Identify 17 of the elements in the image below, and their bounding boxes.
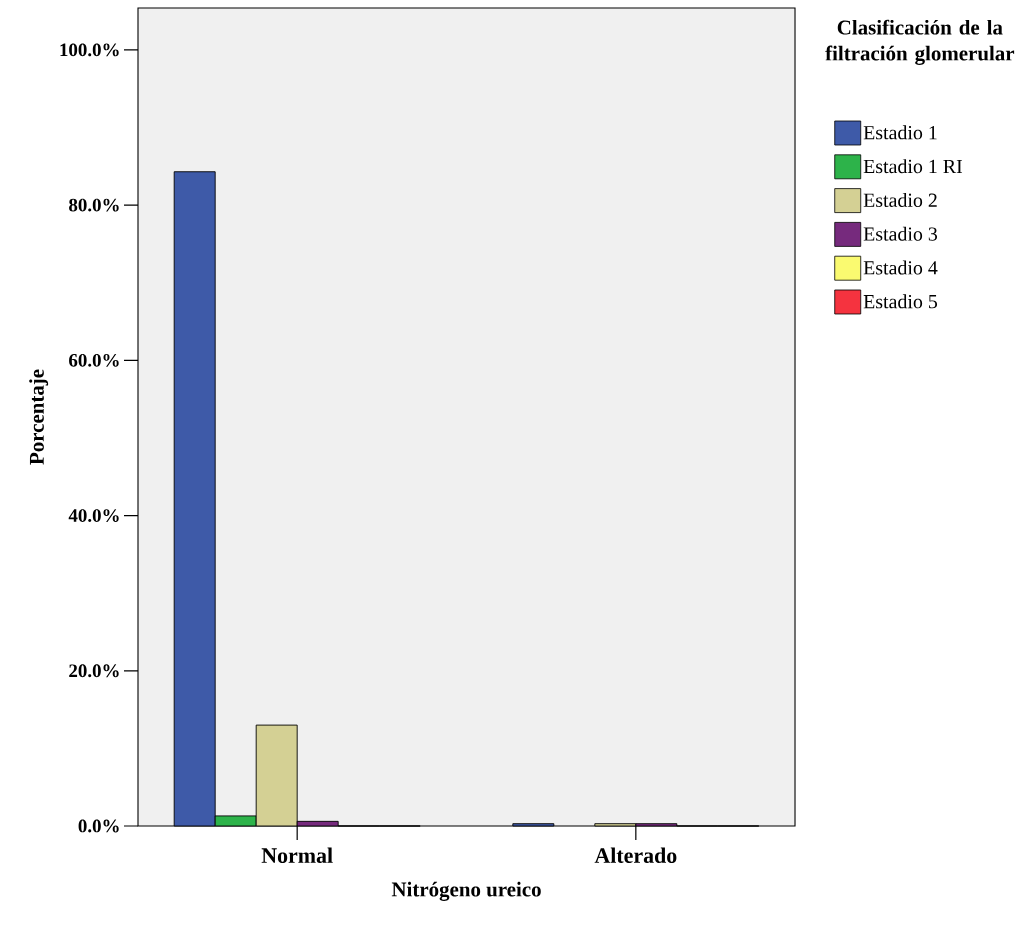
x-tick-label: Alterado	[594, 847, 677, 863]
legend-label: Estadio 2	[863, 192, 937, 207]
legend-label: Estadio 4	[863, 260, 938, 275]
y-tick-label: 20.0%	[69, 664, 119, 678]
y-tick-label: 100.0%	[60, 43, 119, 57]
legend-label: Estadio 1	[863, 125, 937, 140]
legend-title: Clasificación de la filtración glomerular	[825, 19, 1015, 65]
y-tick-label: 80.0%	[69, 198, 119, 212]
legend-label: Estadio 3	[863, 226, 938, 241]
legend-label: Estadio 1 RI	[863, 159, 963, 174]
y-axis-title: Porcentaje	[29, 369, 49, 465]
x-axis-title: Nitrógeno ureico	[391, 881, 541, 901]
x-tick-label: Normal	[261, 847, 333, 863]
legend-label: Estadio 5	[863, 294, 938, 309]
y-tick-label: 40.0%	[68, 509, 119, 522]
y-tick-label: 60.0%	[69, 353, 119, 367]
y-tick-label: 0.0%	[78, 819, 119, 833]
